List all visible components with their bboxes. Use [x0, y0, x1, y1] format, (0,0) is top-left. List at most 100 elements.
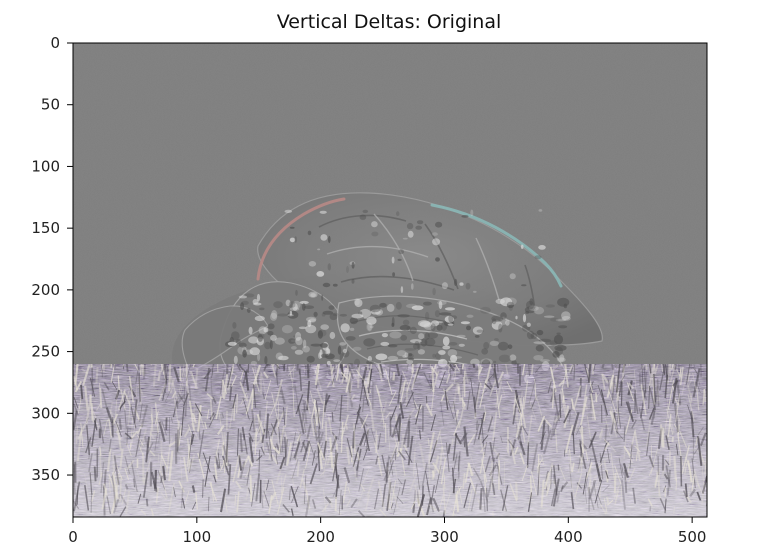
relief-spot — [290, 227, 295, 229]
relief-spot — [242, 350, 247, 358]
relief-spot — [536, 345, 544, 352]
relief-spot — [290, 238, 295, 243]
relief-spot — [352, 279, 355, 284]
relief-spot — [253, 303, 261, 306]
grass-blade — [650, 506, 651, 511]
grass-blade — [332, 412, 333, 422]
relief-spot — [510, 354, 517, 360]
relief-spot — [234, 356, 238, 364]
relief-spot — [333, 359, 340, 362]
relief-spot — [290, 311, 292, 316]
relief-spot — [435, 222, 442, 228]
relief-spot — [432, 288, 435, 295]
relief-spot — [454, 279, 457, 286]
relief-spot — [338, 346, 342, 355]
relief-spot — [481, 348, 488, 354]
relief-spot — [329, 305, 335, 310]
grass-blade — [516, 482, 517, 500]
grass-blade — [285, 437, 286, 458]
grass-blade — [669, 436, 670, 446]
relief-spot — [382, 333, 388, 337]
relief-spot — [467, 315, 474, 318]
relief-spot — [273, 301, 283, 308]
relief-spot — [259, 326, 267, 334]
grass-blade — [177, 430, 178, 452]
relief-spot — [539, 209, 543, 212]
relief-spot — [392, 272, 395, 276]
relief-spot — [515, 316, 517, 320]
x-tick-label: 0 — [68, 528, 78, 546]
relief-spot — [295, 290, 298, 296]
grass-blade — [81, 385, 82, 399]
grass-blade — [155, 470, 156, 489]
grass-blade — [691, 393, 692, 403]
relief-spot — [400, 335, 407, 341]
relief-spot — [428, 332, 438, 339]
relief-spot — [493, 361, 496, 364]
grass-blade — [348, 387, 349, 411]
plot-title: Vertical Deltas: Original — [277, 11, 502, 33]
relief-spot — [376, 354, 388, 361]
relief-spot — [352, 314, 364, 319]
relief-spot — [228, 342, 237, 346]
relief-spot — [405, 348, 416, 351]
relief-spot — [452, 356, 463, 359]
relief-spot — [316, 271, 324, 277]
relief-spot — [295, 332, 301, 341]
grass-blade — [452, 439, 453, 447]
relief-spot — [403, 238, 408, 240]
relief-spot — [461, 321, 470, 324]
relief-spot — [425, 338, 436, 346]
relief-spot — [276, 353, 283, 361]
relief-spot — [330, 313, 338, 320]
relief-spot — [339, 342, 346, 346]
relief-spot — [431, 323, 436, 331]
relief-spot — [295, 350, 303, 355]
relief-spot — [398, 249, 404, 254]
relief-spot — [363, 210, 369, 213]
grass-blade — [241, 433, 242, 453]
relief-spot — [379, 303, 387, 308]
relief-spot — [259, 308, 265, 311]
relief-spot — [392, 257, 395, 264]
y-tick-label: 150 — [31, 219, 60, 237]
relief-spot — [557, 333, 561, 335]
relief-spot — [538, 245, 546, 250]
relief-spot — [320, 324, 329, 330]
relief-spot — [499, 355, 511, 363]
grass-blade — [260, 480, 261, 503]
relief-spot — [328, 236, 331, 243]
relief-spot — [470, 210, 473, 217]
relief-spot — [257, 353, 260, 361]
relief-spot — [417, 344, 420, 350]
relief-spot — [432, 238, 440, 245]
relief-spot — [295, 236, 297, 243]
relief-spot — [559, 354, 564, 361]
relief-spot — [432, 354, 436, 358]
grass-blade — [681, 367, 682, 377]
x-tick-label: 200 — [306, 528, 335, 546]
relief-spot — [258, 333, 264, 339]
relief-spot — [544, 316, 555, 318]
x-tick-label: 500 — [678, 528, 707, 546]
relief-spot — [415, 226, 422, 230]
relief-spot — [303, 340, 306, 349]
grass-blade — [487, 488, 488, 511]
relief-spot — [448, 315, 453, 323]
relief-spot — [531, 333, 538, 339]
y-tick-label: 50 — [41, 96, 60, 114]
relief-spot — [387, 356, 398, 361]
relief-spot — [257, 294, 260, 302]
turtle-relief-image — [72, 43, 711, 517]
relief-spot — [410, 327, 417, 334]
relief-spot — [437, 301, 447, 306]
relief-spot — [330, 332, 336, 339]
relief-spot — [271, 310, 277, 319]
relief-spot — [491, 316, 503, 322]
grass-blade — [498, 466, 499, 477]
relief-spot — [537, 330, 544, 335]
relief-spot — [314, 312, 318, 317]
